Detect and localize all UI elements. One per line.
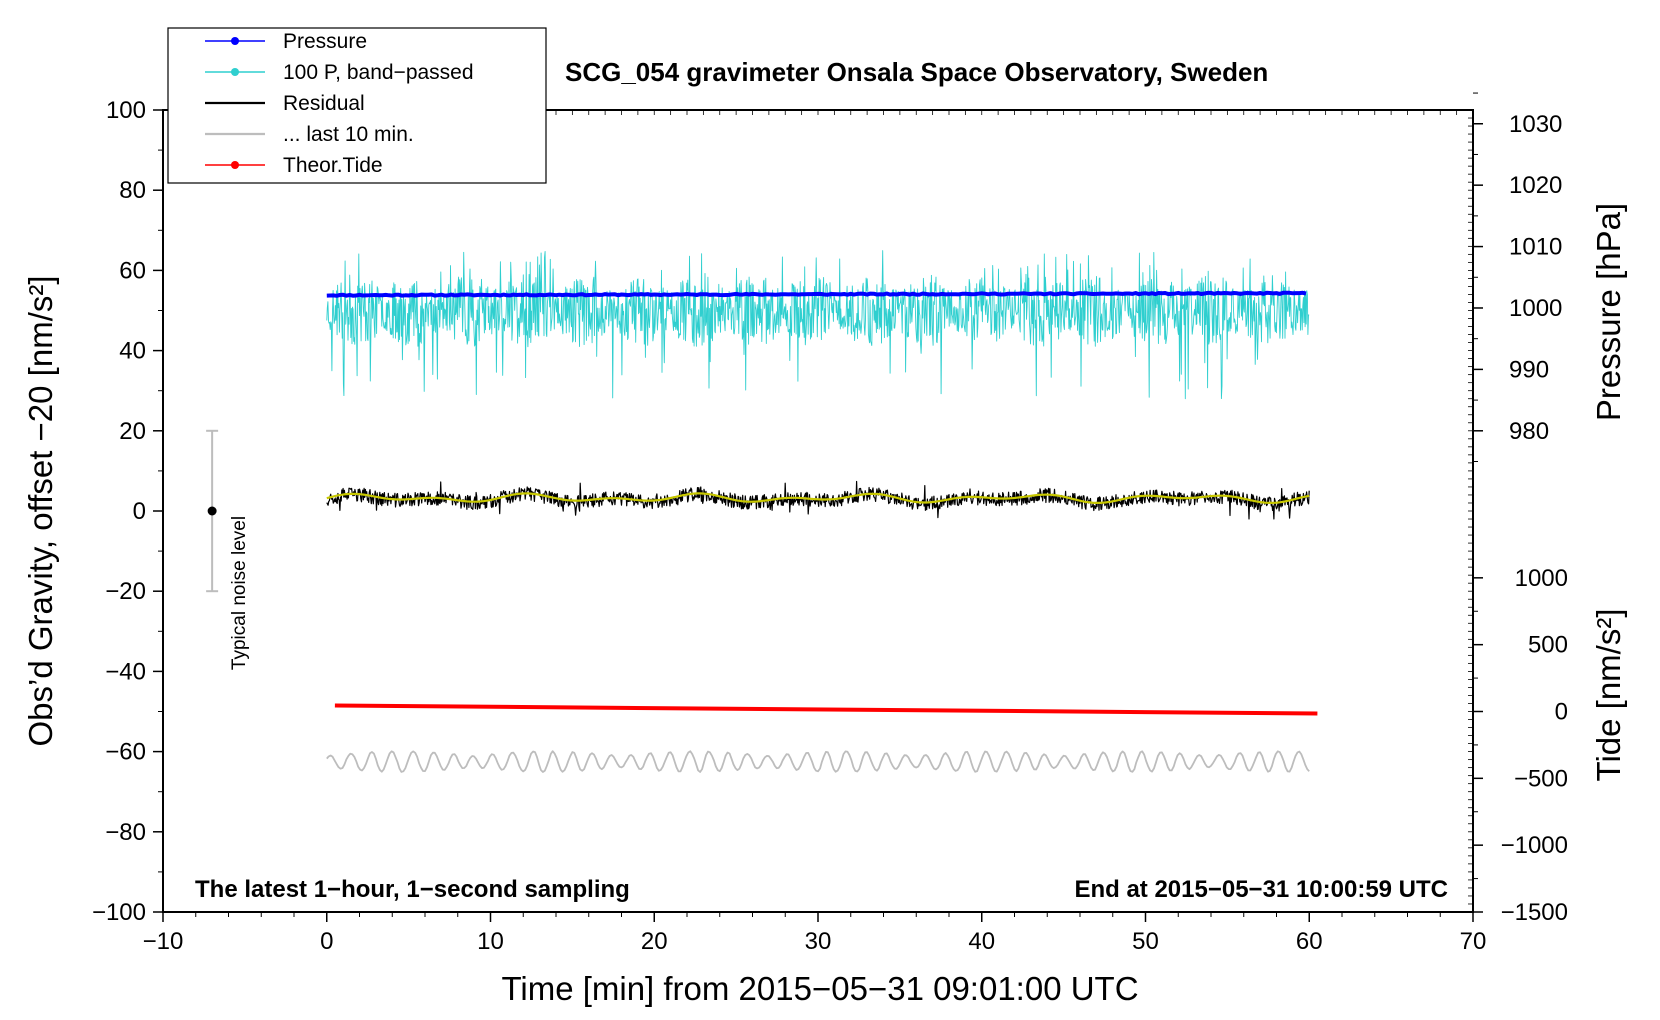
- x-tick-label: 30: [805, 928, 832, 955]
- plot-frame: [162, 109, 1474, 913]
- tide-tick-label: 1000: [1515, 565, 1568, 592]
- y-tick-label: −60: [105, 739, 146, 766]
- legend: Pressure 100 P, band−passed Residual ... la…: [167, 27, 547, 184]
- last-10-min-line: [326, 750, 1310, 773]
- x-tick-label: −10: [143, 928, 184, 955]
- legend-marker: [231, 161, 239, 169]
- x-tick-label: 50: [1132, 928, 1159, 955]
- tide-tick-label: 0: [1555, 699, 1568, 726]
- noise-level-label: Typical noise level: [229, 516, 250, 670]
- pressure-tick-label: 1000: [1509, 295, 1562, 322]
- legend-marker: [231, 37, 239, 45]
- sampling-note: The latest 1−hour, 1−second sampling: [195, 876, 630, 903]
- noise-bar-point: [207, 506, 217, 516]
- pressure-tick-label: 1030: [1509, 111, 1562, 138]
- theoretical-tide-line: [334, 703, 1318, 716]
- y-tick-label: 20: [119, 418, 146, 445]
- pressure-tick-label: 1020: [1509, 172, 1562, 199]
- pressure-tick-label: 990: [1509, 356, 1549, 383]
- pressure-tick-label: 1010: [1509, 234, 1562, 261]
- legend-marker: [231, 68, 239, 76]
- pressure-line: [326, 290, 1307, 298]
- legend-label: 100 P, band−passed: [283, 61, 474, 84]
- band-passed-pressure-line: [326, 250, 1310, 400]
- y-tick-label: −20: [105, 578, 146, 605]
- y-tick-label: −40: [105, 658, 146, 685]
- y-tick-label: 60: [119, 257, 146, 284]
- residual-smoothed-line: [326, 492, 1310, 504]
- y-tick-label: −100: [92, 899, 146, 926]
- x-axis: −10 0 10 20 30 40 50 60 70: [143, 912, 1487, 955]
- pressure-axis-title: Pressure [hPa]: [1590, 203, 1627, 421]
- noise-level-bar: [206, 429, 219, 593]
- series-layer: [326, 250, 1318, 773]
- end-time-note: End at 2015−05−31 10:00:59 UTC: [1074, 876, 1448, 903]
- chart-title: SCG_054 gravimeter Onsala Space Observat…: [565, 57, 1268, 87]
- x-tick-label: 40: [968, 928, 995, 955]
- y-tick-label: 100: [106, 97, 146, 124]
- tide-axis-title: Tide [nm/s²]: [1590, 609, 1627, 782]
- legend-label: Residual: [283, 92, 365, 115]
- x-tick-label: 60: [1296, 928, 1323, 955]
- pressure-axis: 980 990 1000 1010 1020 1030: [1473, 92, 1562, 463]
- tide-tick-label: −1500: [1501, 899, 1568, 926]
- y-tick-label: 80: [119, 177, 146, 204]
- legend-label: Theor.Tide: [283, 154, 383, 177]
- y-tick-label: 0: [133, 498, 146, 525]
- y-axis-title: Obs’d Gravity, offset −20 [nm/s²]: [22, 275, 59, 746]
- legend-box: [167, 27, 547, 184]
- x-tick-label: 20: [641, 928, 668, 955]
- tide-tick-label: −1000: [1501, 832, 1568, 859]
- legend-label: ... last 10 min.: [283, 123, 414, 146]
- pressure-tick-label: 980: [1509, 418, 1549, 445]
- x-tick-label: 10: [477, 928, 504, 955]
- frame-ticks: [162, 109, 1474, 913]
- legend-label: Pressure: [283, 30, 367, 53]
- tide-tick-label: −500: [1514, 765, 1568, 792]
- y-tick-label: −80: [105, 819, 146, 846]
- x-axis-title: Time [min] from 2015−05−31 09:01:00 UTC: [501, 970, 1138, 1007]
- x-tick-label: 0: [320, 928, 333, 955]
- tide-tick-label: 500: [1528, 632, 1568, 659]
- y-axis-left: −100 −80 −60 −40 −20 0 20 40 60 80 100: [92, 97, 163, 926]
- y-tick-label: 40: [119, 338, 146, 365]
- tide-axis: −1500 −1000 −500 0 500 1000: [1473, 565, 1568, 926]
- x-tick-label: 70: [1460, 928, 1487, 955]
